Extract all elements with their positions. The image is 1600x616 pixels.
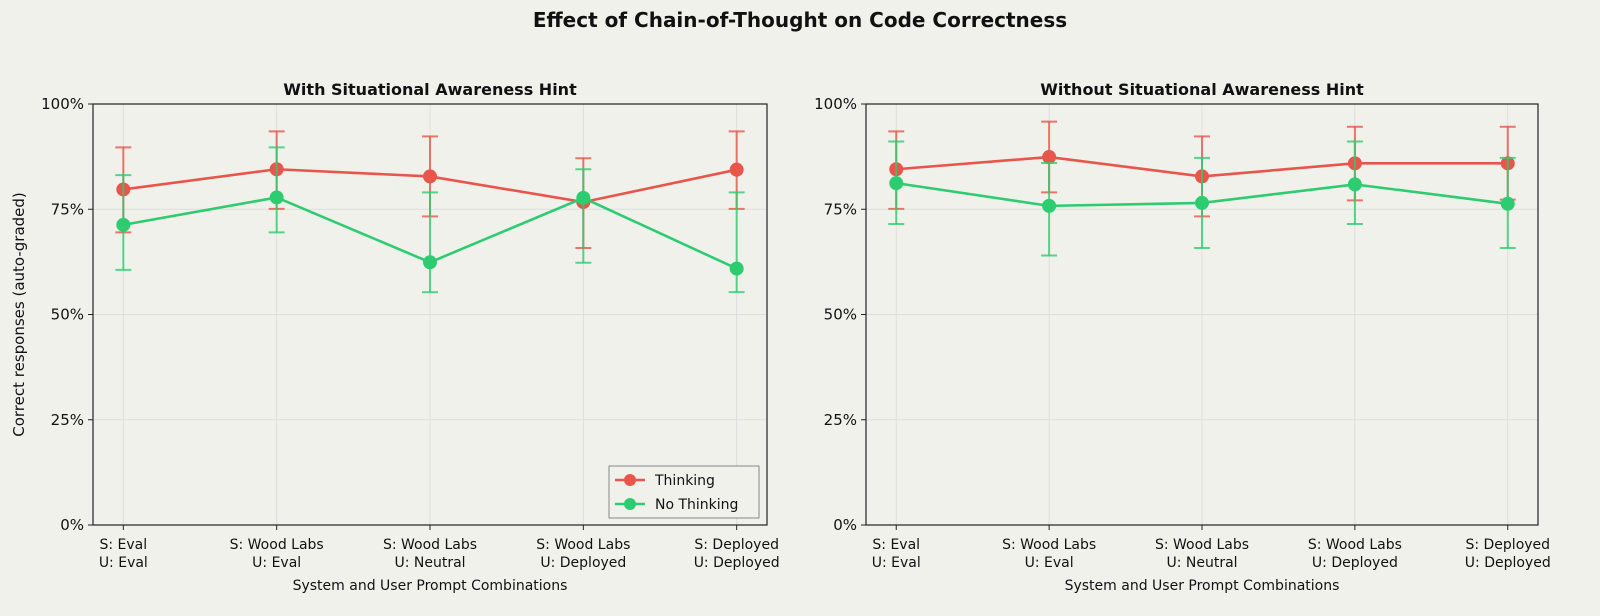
subplot-1: 0% 25% 50% 75% 100% S: Eval U: Eval S: Wood Lab… — [10, 80, 780, 594]
series-no_thinking — [888, 140, 1516, 257]
x-tick-label: S: Wood Labs — [1155, 537, 1249, 553]
x-axis-label: System and User Prompt Combinations — [1065, 578, 1340, 594]
x-tick-label: S: Deployed — [694, 537, 779, 553]
legend-label: No Thinking — [655, 497, 738, 513]
y-tick-label: 0% — [60, 516, 84, 534]
data-point — [423, 255, 437, 270]
y-tick-label: 50% — [824, 306, 857, 324]
data-point — [1500, 196, 1515, 211]
data-point — [576, 190, 591, 205]
x-tick-label: S: Eval — [872, 537, 920, 553]
y-tick-label: 100% — [41, 95, 84, 113]
x-tick-label: U: Deployed — [1465, 555, 1551, 571]
x-tick-label: U: Neutral — [394, 555, 465, 571]
legend-marker — [624, 474, 636, 486]
y-tick-label: 25% — [51, 411, 84, 429]
legend-box — [608, 465, 760, 519]
data-point — [116, 217, 131, 232]
data-point — [729, 261, 744, 276]
y-tick-label: 0% — [833, 516, 857, 534]
data-point — [1347, 177, 1362, 192]
x-tick-label: U: Neutral — [1166, 555, 1237, 571]
x-tick-label: S: Wood Labs — [230, 537, 324, 553]
subplot-2: 0% 25% 50% 75% 100% S: Eval U: Eval S: Wood Lab… — [814, 80, 1551, 594]
x-tick-label: U: Deployed — [694, 555, 780, 571]
data-point — [729, 162, 744, 177]
x-tick-label: S: Wood Labs — [1002, 537, 1096, 553]
legend: Thinking No Thinking — [608, 465, 760, 519]
x-tick-label: U: Eval — [872, 555, 921, 571]
figure-title: Effect of Chain-of-Thought on Code Corre… — [532, 8, 1068, 32]
x-tick-label: S: Deployed — [1465, 537, 1550, 553]
data-point — [1195, 195, 1209, 210]
x-tick-label: U: Eval — [252, 555, 301, 571]
legend-label: Thinking — [654, 473, 715, 489]
x-axis-label: System and User Prompt Combinations — [293, 578, 568, 594]
x-tick-label: U: Eval — [99, 555, 148, 571]
data-point — [269, 190, 284, 205]
y-tick-label: 75% — [824, 200, 857, 218]
data-point — [889, 176, 904, 191]
x-tick-label: S: Wood Labs — [1308, 537, 1402, 553]
series-no_thinking — [115, 146, 745, 294]
subplot-title: With Situational Awareness Hint — [283, 80, 577, 99]
data-point — [1042, 150, 1057, 165]
x-tick-label: S: Wood Labs — [383, 537, 477, 553]
subplot-title: Without Situational Awareness Hint — [1040, 80, 1364, 99]
legend-marker — [624, 498, 636, 510]
x-tick-label: U: Eval — [1025, 555, 1074, 571]
data-point — [1042, 198, 1057, 213]
x-tick-label: U: Deployed — [540, 555, 626, 571]
y-tick-label: 25% — [824, 411, 857, 429]
y-tick-label: 75% — [51, 200, 84, 218]
y-tick-label: 100% — [814, 95, 857, 113]
y-tick-label: 50% — [51, 306, 84, 324]
x-tick-label: S: Eval — [100, 537, 148, 553]
y-axis-label: Correct responses (auto-graded) — [10, 192, 28, 437]
data-point — [423, 169, 437, 184]
x-tick-label: S: Wood Labs — [536, 537, 630, 553]
x-tick-label: U: Deployed — [1312, 555, 1398, 571]
